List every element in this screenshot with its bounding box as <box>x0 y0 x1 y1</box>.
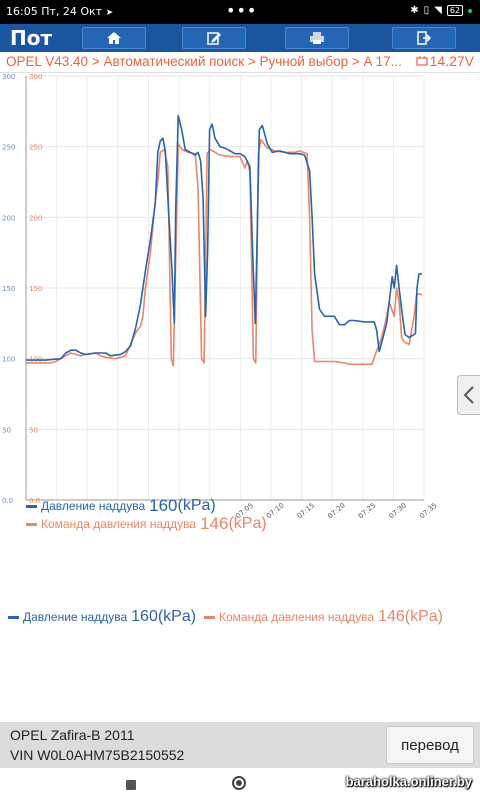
x-tick-label: 07:20 <box>326 501 347 518</box>
series-line <box>26 138 423 367</box>
vehicle-vin: VIN W0L0AHM75B2150552 <box>10 747 185 763</box>
y-tick-label-right: 0.0 <box>29 497 40 505</box>
voltage-readout: 14.27V <box>416 53 474 69</box>
page-title: Пот <box>10 26 53 50</box>
readout-label: Давление наддува <box>23 610 128 624</box>
home-button[interactable] <box>82 27 146 49</box>
readout-unit: (kPa) <box>404 608 443 625</box>
legend-value: 160 <box>149 496 178 515</box>
print-icon <box>310 32 324 44</box>
readout-swatch-orange <box>204 615 215 619</box>
readout-swatch-blue <box>8 615 19 619</box>
breadcrumb-path: OPEL V43.40 > Автоматический поиск > Руч… <box>6 54 402 69</box>
y-tick-label-left: 300 <box>2 73 15 81</box>
notification-dot-icon <box>468 8 472 13</box>
edit-button[interactable] <box>182 27 246 49</box>
y-tick-label-left: 250 <box>2 144 15 152</box>
edit-icon <box>207 32 221 45</box>
status-bar: 16:05 Пт, 24 Окт ➤ ••• ✱ ▯ ◥ 62 <box>0 0 480 24</box>
readout-unit: (kPa) <box>157 608 197 625</box>
legend-label: Команда давления наддува <box>41 517 197 531</box>
readout-value: 146 <box>378 608 405 625</box>
legend-unit: (kPa) <box>228 515 267 532</box>
recents-icon[interactable] <box>126 780 136 790</box>
status-time-date: 16:05 Пт, 24 Окт ➤ <box>6 5 114 18</box>
readout-label: Команда давления наддува <box>219 610 375 624</box>
vehicle-model: OPEL Zafira-B 2011 <box>10 727 135 743</box>
y-tick-label-left: 0.0 <box>2 497 13 505</box>
status-more-icon: ••• <box>226 1 258 20</box>
x-tick-label: 07:15 <box>296 501 317 518</box>
y-tick-label-right: 300 <box>29 73 42 81</box>
readout-value: 160 <box>131 608 158 625</box>
app-bar: Пот <box>0 24 480 52</box>
y-tick-label-left: 150 <box>2 285 15 293</box>
x-tick-label: 07:35 <box>418 501 439 518</box>
wifi-icon: ◥ <box>434 5 442 16</box>
exit-button[interactable] <box>392 27 456 49</box>
legend-label: Давление наддува <box>41 499 146 513</box>
watermark: baraholka.onliner.by <box>345 774 472 789</box>
x-tick-label: 07:30 <box>388 501 409 518</box>
y-tick-label-right: 150 <box>29 285 42 293</box>
legend-swatch-blue <box>26 504 37 508</box>
vibrate-icon: ▯ <box>423 5 430 16</box>
y-tick-label-left: 200 <box>2 214 15 222</box>
legend-item-boost-command: Команда давления наддува 146 (kPa) <box>26 514 267 534</box>
chevron-left-icon <box>463 386 474 404</box>
y-tick-label-left: 50 <box>2 426 11 434</box>
legend-swatch-orange <box>26 522 37 526</box>
y-tick-label-left: 100 <box>2 356 15 364</box>
series-line <box>26 114 422 361</box>
x-tick-label: 07:25 <box>357 501 378 518</box>
battery-icon: 62 <box>446 5 463 16</box>
legend-item-boost-pressure: Давление наддува 160 (kPa) <box>26 496 216 516</box>
print-button[interactable] <box>285 27 349 49</box>
breadcrumb: OPEL V43.40 > Автоматический поиск > Руч… <box>0 52 480 73</box>
x-tick-label: 07:10 <box>265 501 286 518</box>
readout-boost-command: Команда давления наддува 146 (kPa) <box>204 608 443 626</box>
legend-value: 146 <box>200 514 229 533</box>
legend-unit: (kPa) <box>177 497 216 514</box>
y-tick-label-right: 200 <box>29 214 42 222</box>
y-tick-label-right: 50 <box>29 426 38 434</box>
home-icon <box>107 32 121 44</box>
battery-voltage-icon <box>416 56 428 66</box>
home-nav-icon[interactable] <box>232 776 246 790</box>
bluetooth-icon: ✱ <box>410 5 419 16</box>
y-tick-label-right: 250 <box>29 144 42 152</box>
translate-button[interactable]: перевод <box>386 726 474 764</box>
exit-icon <box>417 31 432 45</box>
readout-boost-pressure: Давление наддува 160 (kPa) <box>8 608 196 626</box>
side-panel-toggle[interactable] <box>457 375 480 415</box>
